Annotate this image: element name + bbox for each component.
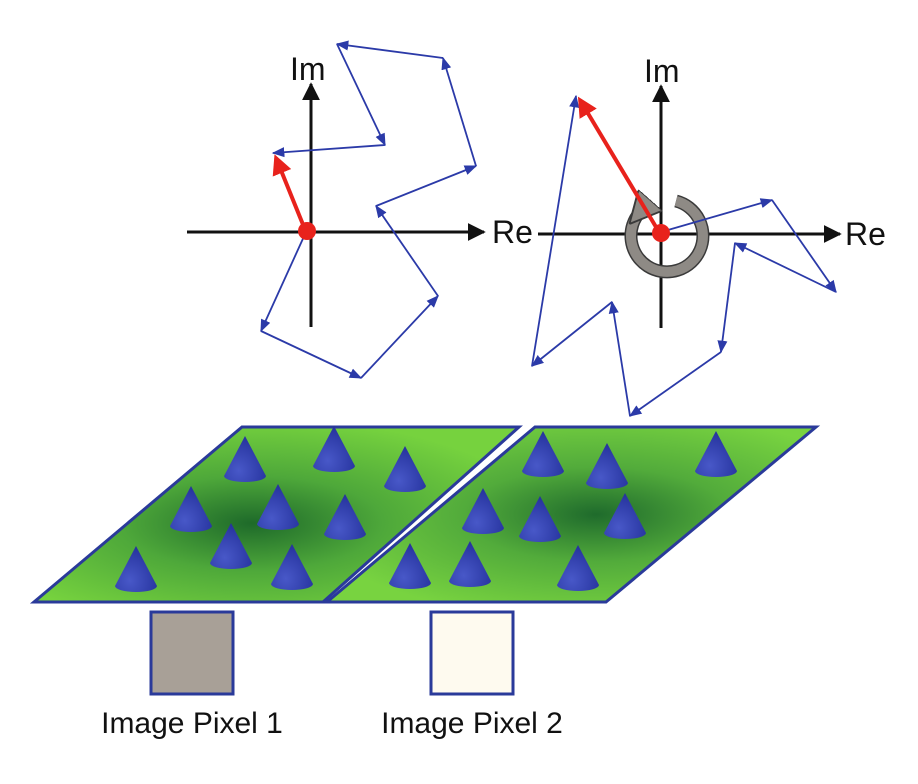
real-axis-label: Re [845, 216, 886, 252]
phasor-chain [531, 94, 837, 417]
cone-icon [389, 543, 431, 589]
resultant-arrow [577, 96, 661, 234]
phasor-segment [375, 204, 439, 297]
real-axis-label: Re [492, 214, 533, 250]
imag-axis-label: Im [290, 51, 326, 87]
image-pixel-2 [429, 610, 515, 696]
cone-icon [449, 541, 491, 587]
cone-icon [257, 484, 299, 530]
phasor-segment [608, 300, 631, 417]
cone-icon [170, 486, 212, 532]
cone-icon [557, 545, 599, 591]
cone-icon [462, 488, 504, 534]
pixel-2-caption: Image Pixel 2 [381, 707, 563, 740]
phasor-segment [733, 242, 837, 293]
phasor-segment [717, 242, 736, 354]
surface-patch-2 [322, 425, 821, 604]
phasor-segment [271, 144, 386, 158]
phasor-segment [336, 43, 386, 147]
phasor-segment [260, 330, 363, 379]
phasor-plot-1: Re Im [187, 40, 533, 379]
phasor-segment [335, 40, 444, 59]
resultant-arrow [272, 154, 308, 233]
cone-icon [313, 426, 355, 472]
phasor-segment [260, 231, 307, 333]
phasor-plot-2: Re Im [531, 53, 886, 417]
phasor-segment [531, 94, 580, 367]
cone-icon [210, 523, 252, 569]
circular-arrow-icon [624, 201, 710, 279]
cone-icon [586, 443, 628, 489]
cone-icon [695, 431, 737, 477]
origin-dot [652, 224, 670, 242]
cone-icon [604, 493, 646, 539]
phasor-segment [375, 165, 478, 207]
origin-dot [298, 222, 316, 240]
cone-icon [384, 446, 426, 492]
phasor-segment [531, 301, 613, 367]
cone-icon [115, 546, 157, 592]
pixel-1-caption: Image Pixel 1 [101, 707, 283, 740]
phasor-segment [441, 56, 477, 167]
cone-icon [519, 496, 561, 542]
scatterers [115, 426, 737, 592]
cone-icon [224, 436, 266, 482]
cone-icon [522, 431, 564, 477]
phasor-segment [360, 295, 439, 379]
imag-axis-label: Im [644, 53, 680, 89]
cone-icon [324, 494, 366, 540]
image-pixel-1 [149, 610, 235, 696]
phasor-segment [628, 351, 722, 417]
phasor-segment [660, 198, 774, 233]
phasor-segment [771, 199, 837, 294]
cone-icon [271, 544, 313, 590]
phasor-chain [260, 40, 478, 379]
